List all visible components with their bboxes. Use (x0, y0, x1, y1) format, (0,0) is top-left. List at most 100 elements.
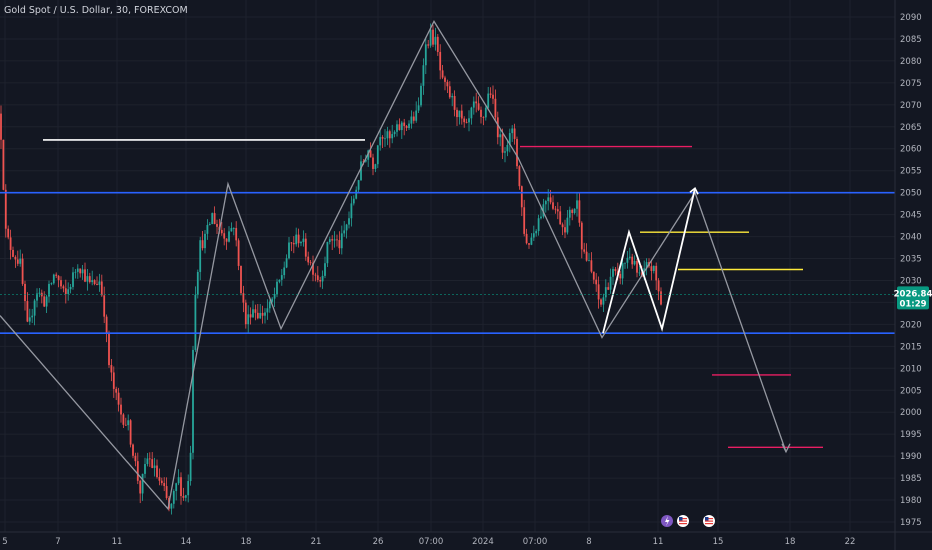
candle-body (614, 268, 617, 272)
candle-body (576, 200, 578, 209)
candle-body (158, 477, 161, 481)
candle-body (537, 218, 540, 232)
candle-body (86, 276, 89, 282)
candle-body (242, 293, 245, 303)
y-tick-label: 2035 (900, 255, 922, 265)
candle-body (453, 96, 456, 110)
candle-body (463, 118, 466, 123)
candle-body (559, 211, 562, 225)
candle-body (602, 297, 605, 305)
x-tick-label: 7 (55, 537, 60, 547)
candle-body (216, 224, 218, 227)
candle-body (96, 284, 98, 285)
candle-body (489, 93, 492, 95)
candle-body (232, 228, 235, 229)
candle-body (573, 208, 576, 213)
candle-body (288, 242, 290, 259)
candle-body (633, 260, 636, 265)
candle-body (568, 209, 571, 218)
candle-body (304, 238, 307, 257)
candle-body (595, 279, 598, 285)
candle-body (134, 455, 137, 462)
last-price-badge (897, 286, 929, 310)
candle-body (432, 29, 434, 45)
candle-body (381, 137, 384, 139)
candle-body (33, 300, 36, 316)
candle-body (357, 180, 360, 190)
candle-body (420, 85, 422, 106)
x-tick-label: 14 (181, 537, 192, 547)
candle-body (544, 201, 547, 205)
candle-body (374, 164, 377, 169)
candle-body (429, 29, 432, 46)
candle-body (223, 233, 226, 239)
candle-body (494, 98, 497, 118)
candle-body (650, 266, 653, 271)
y-tick-label: 2085 (900, 35, 922, 45)
candle-body (456, 109, 458, 118)
candle-body (105, 316, 108, 334)
candle-body (146, 458, 149, 465)
candle-body (631, 256, 634, 265)
y-tick-label: 2030 (900, 276, 922, 286)
candle-body (386, 131, 389, 139)
candle-body (276, 281, 278, 295)
candle-body (590, 260, 593, 272)
candle-body (636, 260, 638, 273)
candle-body (410, 116, 413, 124)
candle-body (441, 70, 444, 78)
candle-body (393, 131, 396, 135)
candle-body (199, 240, 202, 272)
candle-body (412, 116, 415, 121)
candle-body (480, 109, 482, 117)
us-flag-icon[interactable] (703, 515, 715, 527)
candle-body (57, 275, 60, 281)
x-tick-label: 11 (112, 537, 123, 547)
candle-body (422, 65, 425, 86)
candle-body (333, 239, 336, 241)
candle-body (273, 294, 276, 299)
candle-body (451, 96, 454, 98)
candle-body (460, 110, 463, 119)
candle-body (115, 388, 118, 393)
y-tick-label: 1980 (900, 496, 922, 506)
flag-canton (705, 517, 709, 521)
flag-canton (679, 517, 683, 521)
candle-body (194, 294, 197, 350)
candle-body (184, 495, 187, 498)
last-price-value: 2026.84 (894, 289, 932, 299)
candle-body (470, 107, 473, 119)
candle-body (439, 51, 442, 71)
candle-body (110, 365, 113, 373)
candle-body (528, 243, 530, 245)
candle-body (182, 496, 185, 498)
candle-body (271, 298, 274, 302)
candle-body (312, 262, 314, 275)
candle-body (256, 312, 259, 319)
candle-body (180, 477, 182, 497)
candle-body (81, 269, 84, 274)
candle-body (628, 256, 631, 258)
candle-body (319, 279, 322, 282)
x-tick-label: 5 (2, 537, 7, 547)
y-tick-label: 2040 (900, 233, 922, 243)
y-tick-label: 2080 (900, 57, 922, 67)
y-tick-label: 1990 (900, 452, 922, 462)
candle-body (24, 283, 26, 302)
candle-body (499, 134, 502, 138)
candle-body (477, 103, 480, 110)
candle-body (295, 234, 298, 245)
y-tick-label: 2070 (900, 101, 922, 111)
candle-body (588, 260, 590, 262)
lightning-icon[interactable] (661, 515, 673, 527)
us-flag-icon[interactable] (677, 515, 689, 527)
candle-body (100, 281, 103, 296)
candle-body (266, 308, 269, 313)
candle-body (484, 107, 487, 118)
y-tick-label: 2060 (900, 145, 922, 155)
candle-body (340, 233, 343, 249)
candle-body (151, 459, 154, 468)
candle-body (48, 283, 50, 297)
x-tick-label: 26 (373, 537, 384, 547)
